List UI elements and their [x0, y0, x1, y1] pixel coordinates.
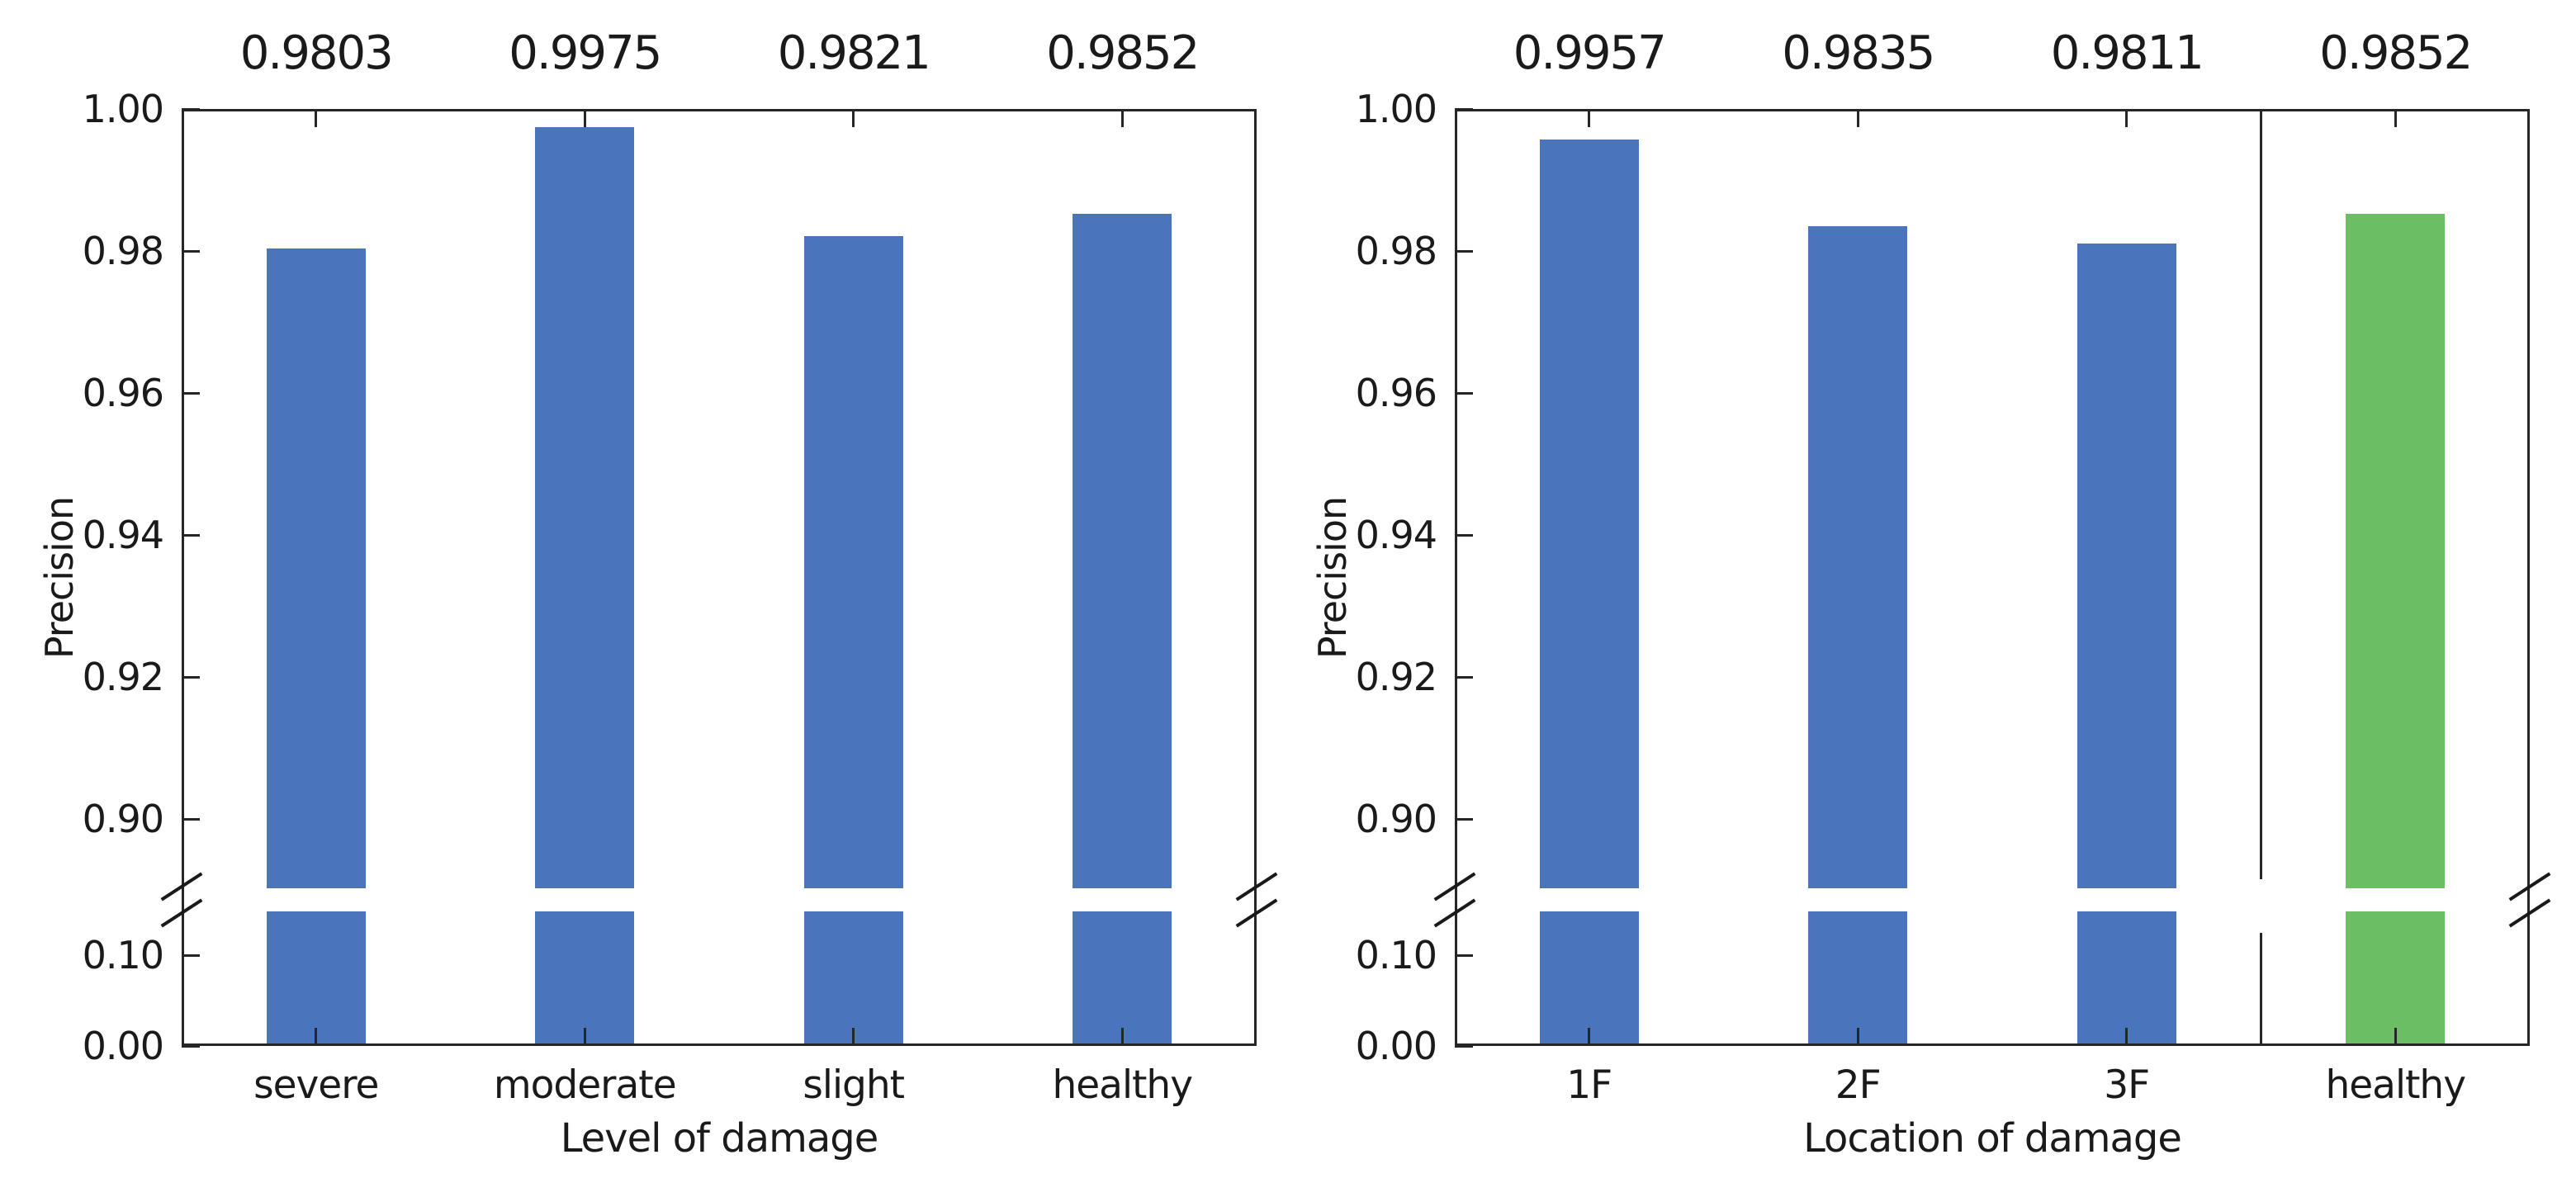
y-tick — [1455, 817, 1473, 821]
y-tick — [182, 249, 200, 253]
bar-segment-upper — [1073, 214, 1172, 888]
y-tick — [1455, 249, 1473, 253]
right-spine — [1254, 109, 1257, 1046]
category-label: 1F — [1566, 1062, 1612, 1108]
x-tick-top — [1120, 109, 1124, 127]
left-spine — [182, 109, 184, 1046]
x-tick-bottom — [1856, 1028, 1859, 1046]
y-tick — [182, 675, 200, 679]
x-axis-label: Location of damage — [1803, 1115, 2182, 1162]
category-label: severe — [253, 1062, 379, 1108]
axis-break-slash — [1235, 872, 1278, 901]
category-label: 2F — [1835, 1062, 1882, 1108]
y-tick-label: 0.96 — [82, 371, 164, 415]
category-separator-line — [2260, 933, 2262, 1046]
category-label: moderate — [493, 1062, 677, 1108]
x-tick-bottom — [1120, 1028, 1124, 1046]
y-tick — [182, 1044, 200, 1048]
y-tick-label: 0.90 — [1355, 797, 1437, 841]
category-label: slight — [803, 1062, 905, 1108]
bottom-spine — [182, 1043, 1257, 1046]
bar-segment-upper — [2346, 214, 2446, 888]
bar-value-label: 0.9811 — [2050, 26, 2204, 80]
bar-segment-upper — [1539, 139, 1639, 888]
bar-segment-lower — [1808, 911, 1908, 1046]
bottom-spine — [1455, 1043, 2530, 1046]
bar-segment-upper — [535, 126, 635, 888]
y-tick-label: 0.00 — [82, 1024, 164, 1068]
right-spine — [2527, 109, 2530, 1046]
bar-segment-lower — [2076, 911, 2176, 1046]
y-tick-label: 1.00 — [82, 87, 164, 131]
x-tick-bottom — [315, 1028, 318, 1046]
axis-break-slash — [1235, 898, 1278, 928]
bar-value-label: 0.9852 — [2319, 26, 2473, 80]
y-tick-label: 0.98 — [82, 229, 164, 273]
y-tick — [182, 533, 200, 537]
bar-value-label: 0.9821 — [777, 26, 931, 80]
y-tick-label: 0.96 — [1355, 371, 1437, 415]
axis-break-slash — [2508, 898, 2551, 928]
bar-value-label: 0.9852 — [1046, 26, 1200, 80]
y-tick — [1455, 391, 1473, 395]
axis-break-slash — [2508, 872, 2551, 901]
y-tick — [182, 817, 200, 821]
x-tick-bottom — [583, 1028, 586, 1046]
bar-segment-lower — [2346, 911, 2446, 1046]
x-tick-top — [315, 109, 318, 127]
y-tick-label: 0.90 — [82, 797, 164, 841]
y-tick-label: 0.10 — [1355, 933, 1437, 977]
y-tick-label: 0.98 — [1355, 229, 1437, 273]
bar-segment-upper — [2076, 243, 2176, 888]
y-tick-label: 1.00 — [1355, 87, 1437, 131]
top-spine — [182, 109, 1257, 111]
y-tick — [1455, 533, 1473, 537]
y-tick-label: 0.94 — [82, 513, 164, 557]
y-tick-label: 0.10 — [82, 933, 164, 977]
category-label: 3F — [2104, 1062, 2150, 1108]
bar-value-label: 0.9835 — [1782, 26, 1935, 80]
category-label: healthy — [1052, 1062, 1193, 1108]
category-label: healthy — [2325, 1062, 2466, 1108]
x-axis-label: Level of damage — [560, 1115, 879, 1162]
y-tick-label: 0.00 — [1355, 1024, 1437, 1068]
bar-segment-lower — [1539, 911, 1639, 1046]
y-tick — [1455, 675, 1473, 679]
plot-area — [1433, 107, 2551, 1048]
category-separator-line — [2260, 109, 2262, 879]
x-tick-top — [2394, 109, 2397, 127]
y-tick — [182, 953, 200, 957]
bar-segment-lower — [1073, 911, 1172, 1046]
plot-area — [160, 107, 1278, 1048]
x-tick-top — [2125, 109, 2129, 127]
bar-segment-upper — [266, 248, 366, 888]
y-tick — [1455, 953, 1473, 957]
x-tick-top — [852, 109, 855, 127]
left-spine — [1455, 109, 1457, 1046]
x-tick-top — [1856, 109, 1859, 127]
y-tick-label: 0.92 — [1355, 655, 1437, 699]
x-tick-bottom — [2125, 1028, 2129, 1046]
x-tick-top — [1588, 109, 1591, 127]
bar-segment-lower — [535, 911, 635, 1046]
bar-segment-upper — [1808, 225, 1908, 888]
y-tick — [1455, 1044, 1473, 1048]
x-tick-bottom — [2394, 1028, 2397, 1046]
x-tick-top — [583, 109, 586, 127]
x-tick-bottom — [1588, 1028, 1591, 1046]
bar-value-label: 0.9803 — [239, 26, 394, 80]
y-tick-label: 0.94 — [1355, 513, 1437, 557]
bar-value-label: 0.9975 — [509, 26, 662, 80]
bar-segment-lower — [803, 911, 903, 1046]
chart-panel-left: Precision Level of damage 0.9803 severe 0.… — [37, 26, 1278, 1162]
bar-segment-lower — [266, 911, 366, 1046]
bar-value-label: 0.9957 — [1513, 26, 1667, 80]
y-tick — [182, 391, 200, 395]
x-tick-bottom — [852, 1028, 855, 1046]
bar-segment-upper — [803, 235, 903, 888]
top-spine — [1455, 109, 2530, 111]
chart-panel-right: Precision Location of damage 0.9957 1F 0.9… — [1273, 0, 2576, 1183]
y-tick-label: 0.92 — [82, 655, 164, 699]
